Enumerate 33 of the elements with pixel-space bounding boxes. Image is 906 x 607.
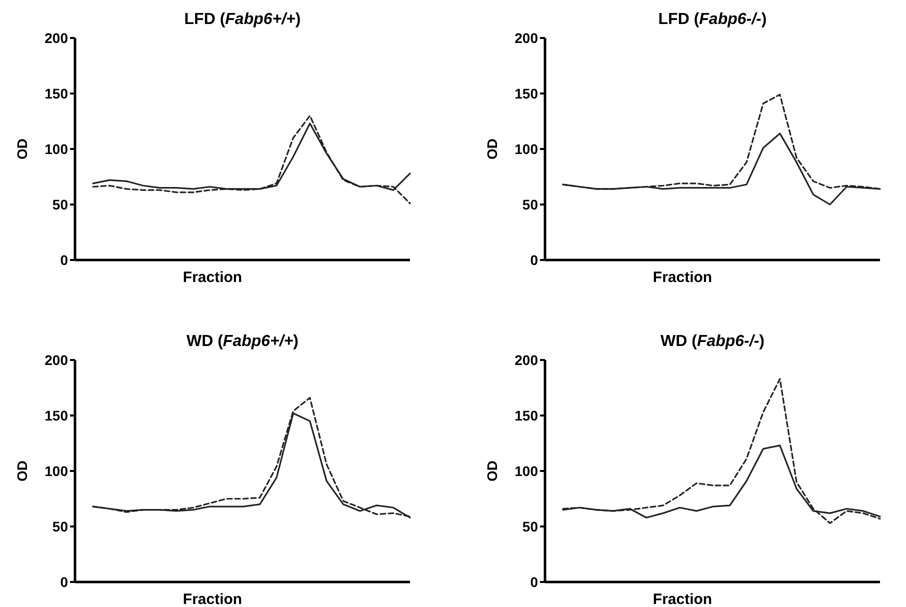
x-axis-title: Fraction bbox=[182, 269, 242, 286]
y-axis-title: OD bbox=[14, 460, 30, 482]
y-tick-label: 200 bbox=[514, 30, 538, 46]
y-tick-label: 200 bbox=[44, 352, 68, 368]
x-axis-title: Fraction bbox=[652, 591, 712, 607]
y-axis-title: OD bbox=[484, 138, 500, 160]
y-axis-title: OD bbox=[484, 460, 500, 482]
chart-title: WD (Fabp6-/-) bbox=[660, 333, 764, 350]
y-axis-title: OD bbox=[14, 138, 30, 160]
y-tick-label: 100 bbox=[514, 140, 538, 157]
y-tick-label: 50 bbox=[52, 196, 68, 212]
y-tick-label: 150 bbox=[44, 85, 68, 102]
y-tick-label: 150 bbox=[514, 407, 538, 424]
y-tick-label: 50 bbox=[522, 518, 538, 534]
y-tick-label: 100 bbox=[514, 462, 538, 479]
chart-title: LFD (Fabp6+/+) bbox=[184, 11, 301, 28]
y-tick-label: 0 bbox=[530, 574, 538, 590]
y-tick-label: 100 bbox=[44, 140, 68, 157]
y-tick-label: 50 bbox=[522, 196, 538, 212]
y-tick-label: 150 bbox=[44, 407, 68, 424]
y-tick-label: 0 bbox=[60, 252, 68, 268]
x-axis-title: Fraction bbox=[182, 591, 242, 607]
line-series bbox=[92, 114, 411, 204]
y-tick-label: 200 bbox=[44, 30, 68, 46]
x-axis-title: Fraction bbox=[652, 269, 712, 286]
y-tick-label: 100 bbox=[44, 462, 68, 479]
y-tick-label: 150 bbox=[514, 85, 538, 102]
y-tick-label: 50 bbox=[52, 518, 68, 534]
y-tick-label: 200 bbox=[514, 352, 538, 368]
chart-title: WD (Fabp6+/+) bbox=[186, 333, 299, 350]
chart-title: LFD (Fabp6-/-) bbox=[658, 11, 767, 28]
y-tick-label: 0 bbox=[530, 252, 538, 268]
y-tick-label: 0 bbox=[60, 574, 68, 590]
